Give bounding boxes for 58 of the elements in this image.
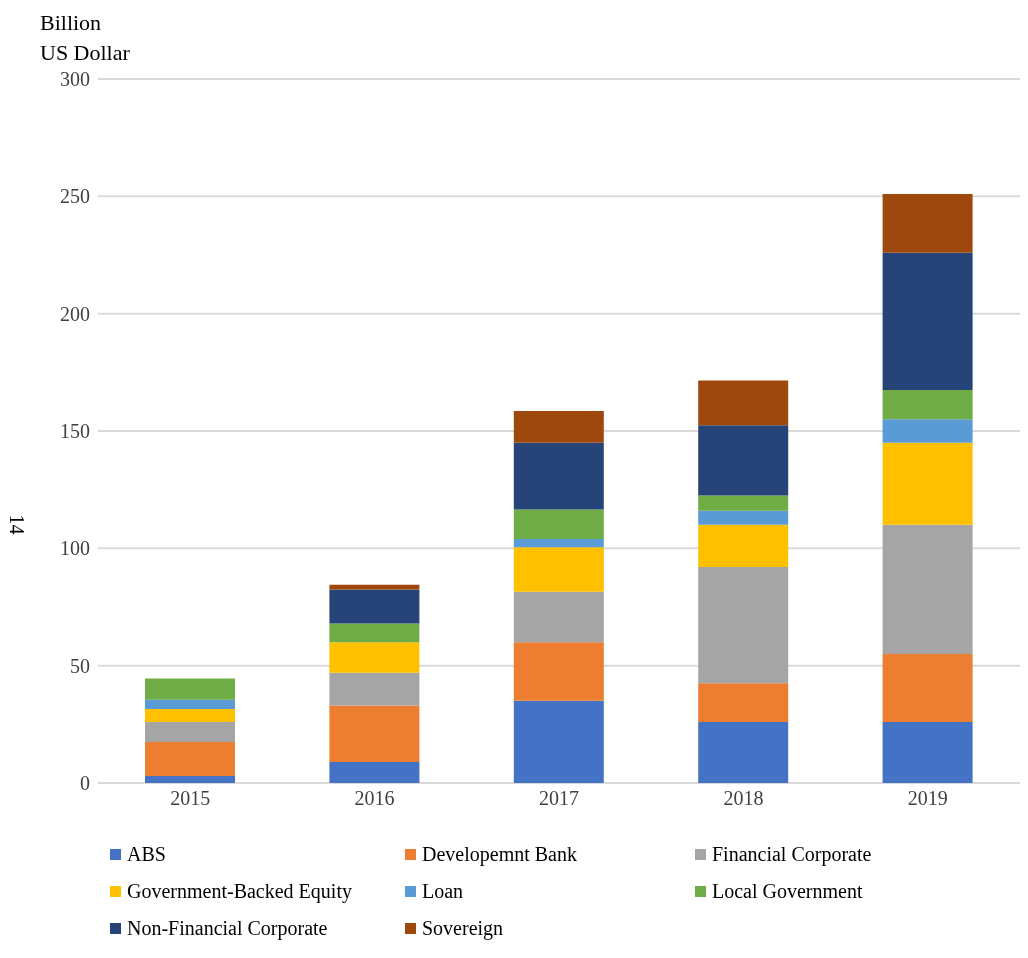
y-tick-label: 0: [80, 772, 90, 795]
legend-label: Non-Financial Corporate: [127, 917, 328, 940]
y-tick-label: 300: [60, 68, 90, 91]
bar: [145, 678, 235, 700]
y-tick-label: 200: [60, 302, 90, 325]
bar: [513, 442, 604, 510]
bar: [882, 389, 973, 420]
bar: [513, 538, 604, 548]
bar: [882, 419, 973, 443]
y-axis-title: Billion US Dollar: [40, 9, 130, 67]
bar: [698, 721, 789, 783]
y-tick-label: 150: [60, 420, 90, 443]
y-tick-label: 100: [60, 537, 90, 560]
bar: [882, 721, 973, 783]
bar: [329, 623, 420, 643]
x-tick-label: 2017: [539, 787, 579, 810]
legend-label: Sovereign: [422, 917, 504, 940]
bar: [698, 567, 789, 684]
x-tick-label: 2016: [354, 787, 395, 810]
bar: [698, 380, 789, 426]
bar: [145, 709, 235, 722]
bar: [329, 589, 420, 624]
bar: [513, 591, 604, 643]
bar: [513, 509, 604, 539]
legend-label: Financial Corporate: [712, 843, 872, 866]
bar: [513, 411, 604, 443]
bar: [698, 495, 789, 511]
legend-label: Loan: [422, 880, 464, 903]
bar: [698, 510, 789, 525]
bar: [513, 700, 604, 783]
bar: [513, 547, 604, 592]
bar: [698, 683, 789, 722]
x-tick-label: 2019: [907, 787, 948, 810]
bar: [882, 442, 973, 525]
legend-label: ABS: [127, 843, 166, 866]
bar: [145, 741, 235, 776]
bar: [882, 653, 973, 722]
bar: [882, 524, 973, 654]
bar: [513, 642, 604, 701]
bar: [882, 193, 973, 253]
text: 14: [4, 514, 28, 535]
x-tick-label: 2015: [170, 787, 211, 810]
bar: [329, 672, 420, 706]
y-tick-label: 50: [70, 654, 90, 677]
bar: [698, 425, 789, 496]
legend-label: Developemnt Bank: [422, 843, 577, 866]
legend-label: Local Government: [712, 880, 863, 903]
bar: [145, 775, 235, 783]
bar: [698, 524, 789, 568]
y-tick-label: 250: [60, 185, 90, 208]
legend-label: Government-Backed Equity: [127, 880, 352, 903]
bar: [145, 721, 235, 742]
bar: [882, 252, 973, 390]
bar: [329, 642, 420, 673]
bar: [329, 761, 420, 783]
bar: [329, 705, 420, 762]
bar: [145, 699, 235, 710]
x-tick-label: 2018: [723, 787, 764, 810]
